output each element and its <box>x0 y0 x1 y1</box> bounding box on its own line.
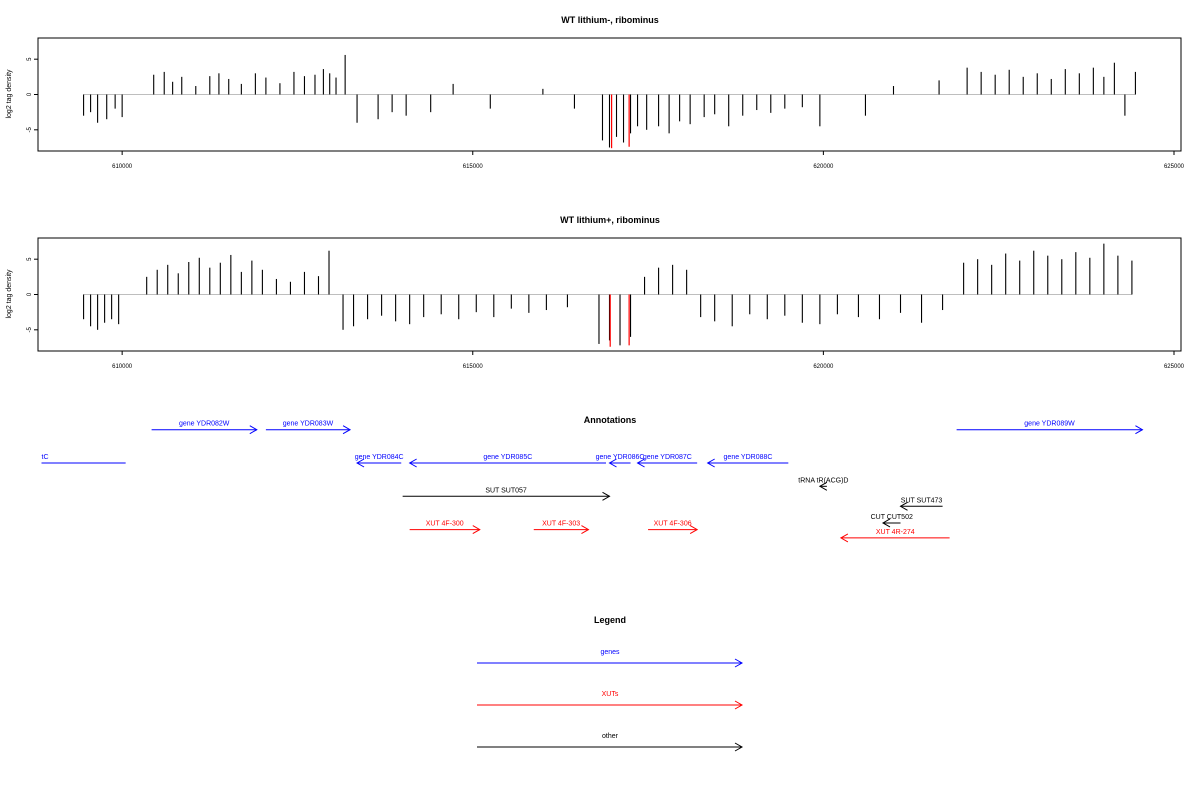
feature-gene: gene YDR084C <box>355 454 404 468</box>
feature-label: gene YDR089W <box>1024 421 1075 428</box>
annotations-panel: Annotations tC gene YDR082W gene YDR083W ge… <box>41 415 1144 543</box>
feature-xut-arrowhead-icon <box>839 533 849 543</box>
panel-1-x-axis: 610000 615000 620000 625000 <box>112 151 1185 170</box>
panel-2-ylabel: log2 tag density <box>6 269 13 319</box>
panel-2-bars <box>83 243 1133 347</box>
legend-gene-arrowhead-icon <box>734 658 744 668</box>
feature-xut-arrowhead-icon <box>689 525 699 535</box>
feature-xut: XUT 4F-306 <box>648 521 699 535</box>
feature-label: gene YDR082W <box>179 421 230 428</box>
panel-1-bars <box>83 54 1136 149</box>
legend-panel: Legend genes XUTs other <box>477 615 744 752</box>
panel-2-y-tick-label: 0 <box>27 292 33 296</box>
panel-2-x-tick-label: 620000 <box>813 364 834 370</box>
feature-other-arrowhead-icon <box>602 491 611 501</box>
legend-title: Legend <box>594 615 626 625</box>
feature-xut-arrowhead-icon <box>472 525 481 535</box>
legend-other-arrowhead-icon <box>734 742 744 752</box>
panel-1-title: WT lithium-, ribominus <box>561 15 659 25</box>
feature-gene-arrowhead-icon <box>356 458 365 468</box>
feature-xut: XUT 4F-303 <box>533 521 590 535</box>
feature-label: gene YDR084C <box>355 454 404 461</box>
feature-gene: gene YDR088C <box>706 454 789 468</box>
panel-lithium-plus: WT lithium+, ribominus log2 tag density … <box>6 215 1185 370</box>
feature-xut: XUT 4F-300 <box>409 521 481 535</box>
legend-label: other <box>602 733 619 740</box>
feature-xut: XUT 4R-274 <box>839 529 950 543</box>
feature-gene: gene YDR083W <box>265 421 352 435</box>
annotations-title: Annotations <box>584 415 637 425</box>
panel-1-y-tick-label: 0 <box>27 92 33 96</box>
feature-gene: tC <box>41 454 126 464</box>
feature-label: tC <box>42 454 49 461</box>
feature-other-arrowhead-icon <box>881 518 891 528</box>
panel-1-y-tick-label: -5 <box>27 126 33 132</box>
panel-2-x-tick-label: 615000 <box>463 364 484 370</box>
feature-gene: gene YDR089W <box>956 421 1144 435</box>
panel-2-x-tick-label: 610000 <box>112 364 133 370</box>
feature-other-arrowhead-icon <box>818 481 828 491</box>
feature-label: CUT CUT502 <box>871 514 913 521</box>
feature-gene: gene YDR082W <box>151 421 258 435</box>
panel-2-y-tick-label: 5 <box>27 257 33 261</box>
feature-other: SUT SUT057 <box>402 487 611 501</box>
feature-label: gene YDR088C <box>724 454 773 461</box>
feature-label: XUT 4F-303 <box>542 521 580 528</box>
feature-label: tRNA tR(ACG)D <box>798 477 848 484</box>
panel-1-y-tick-label: 5 <box>27 57 33 61</box>
feature-gene-arrowhead-icon <box>408 458 417 468</box>
panel-2-x-tick-label: 625000 <box>1164 364 1185 370</box>
feature-label: SUT SUT473 <box>901 497 943 504</box>
feature-gene-arrowhead-icon <box>706 458 715 468</box>
legend-item-gene: genes <box>477 649 744 668</box>
panel-2-y-axis: -5 0 5 <box>27 257 38 332</box>
feature-label: gene YDR087C <box>643 454 692 461</box>
feature-other: SUT SUT473 <box>899 497 943 511</box>
feature-gene-arrowhead-icon <box>636 458 645 468</box>
panel-1-ylabel: log2 tag density <box>6 69 13 119</box>
panel-1-y-axis: -5 0 5 <box>27 57 38 132</box>
feature-label: SUT SUT057 <box>485 487 527 494</box>
panel-1-x-tick-label: 615000 <box>463 164 484 170</box>
legend-label: XUTs <box>602 691 619 698</box>
feature-label: XUT 4F-306 <box>654 521 692 528</box>
feature-gene: gene YDR087C <box>636 454 698 468</box>
panel-1-x-tick-label: 620000 <box>813 164 834 170</box>
legend-items: genes XUTs other <box>477 649 744 752</box>
feature-gene-arrowhead-icon <box>608 458 617 468</box>
feature-other-arrowhead-icon <box>899 501 908 511</box>
panel-2-y-tick-label: -5 <box>27 326 33 332</box>
feature-gene: gene YDR085C <box>408 454 606 468</box>
panel-2-title: WT lithium+, ribominus <box>560 215 660 225</box>
feature-label: gene YDR085C <box>483 454 532 461</box>
feature-other: tRNA tR(ACG)D <box>798 477 848 491</box>
legend-label: genes <box>600 649 620 656</box>
feature-gene-arrowhead-icon <box>1135 425 1144 435</box>
feature-label: gene YDR086C <box>596 454 645 461</box>
feature-label: gene YDR083W <box>283 421 334 428</box>
feature-gene-arrowhead-icon <box>249 425 258 435</box>
panel-1-x-tick-label: 610000 <box>112 164 133 170</box>
feature-xut-arrowhead-icon <box>581 525 590 535</box>
feature-gene-arrowhead-icon <box>342 425 352 435</box>
legend-item-other: other <box>477 733 744 752</box>
annotation-features: tC gene YDR082W gene YDR083W gene YDR084C ge… <box>41 421 1144 543</box>
panel-lithium-minus: WT lithium-, ribominus log2 tag density … <box>6 15 1185 170</box>
panel-2-x-axis: 610000 615000 620000 625000 <box>112 351 1185 370</box>
legend-item-xut: XUTs <box>477 691 744 710</box>
feature-other: CUT CUT502 <box>871 514 913 528</box>
feature-label: XUT 4R-274 <box>876 529 915 536</box>
panel-1-x-tick-label: 625000 <box>1164 164 1185 170</box>
feature-label: XUT 4F-300 <box>426 521 464 528</box>
feature-gene: gene YDR086C <box>596 454 645 468</box>
legend-xut-arrowhead-icon <box>734 700 744 710</box>
